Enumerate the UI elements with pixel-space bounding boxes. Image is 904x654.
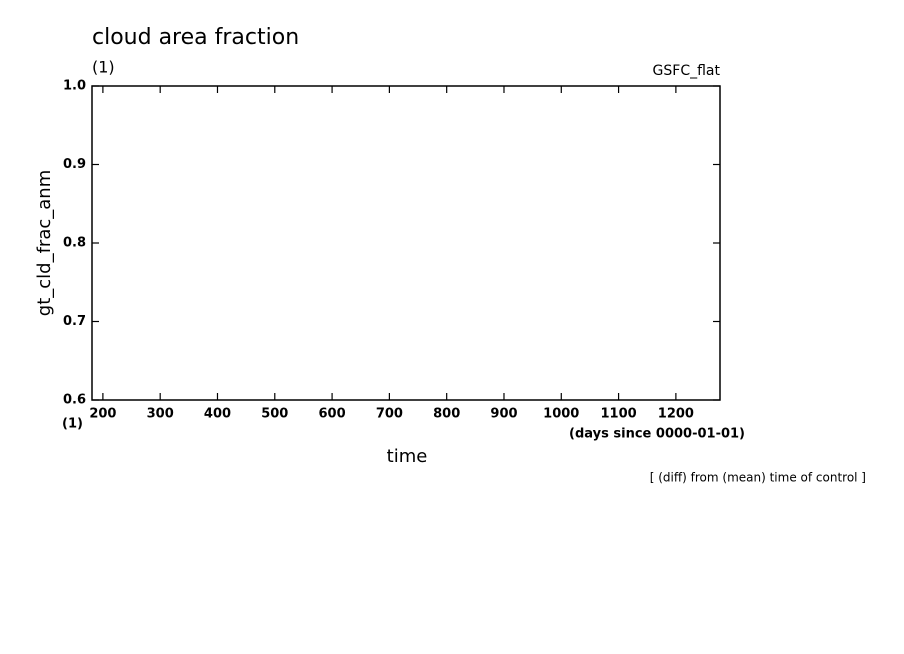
x-tick-label: 300 [147, 407, 174, 422]
x-tick-label: 400 [204, 407, 231, 422]
x-tick-label: 700 [376, 407, 403, 422]
x-tick-label: 600 [319, 407, 346, 422]
chart-title: cloud area fraction [92, 25, 299, 50]
units: (1) [92, 58, 115, 77]
source: GSFC_flat [653, 63, 721, 79]
x-tick-label: 800 [433, 407, 460, 422]
y-axis-label: gt_cld_frac_anm [34, 170, 55, 316]
note: [ (diff) from (mean) time of control ] [650, 471, 866, 485]
y-tick-label: 0.7 [63, 314, 86, 329]
y-tick-label: 0.8 [63, 236, 86, 251]
x-tick-label: 1200 [658, 407, 694, 422]
x-units: (days since 0000-01-01) [569, 427, 745, 442]
y-tick-label: 1.0 [63, 79, 86, 94]
x-tick-label: 1000 [543, 407, 579, 422]
x-tick-label: 200 [89, 407, 116, 422]
x-tick-label: 900 [490, 407, 517, 422]
x-axis-label: time [387, 446, 428, 467]
y-tick-label: 0.9 [63, 157, 86, 172]
x-units-left: (1) [62, 417, 83, 432]
y-tick-label: 0.6 [63, 393, 86, 408]
x-tick-label: 1100 [600, 407, 636, 422]
x-tick-label: 500 [261, 407, 288, 422]
